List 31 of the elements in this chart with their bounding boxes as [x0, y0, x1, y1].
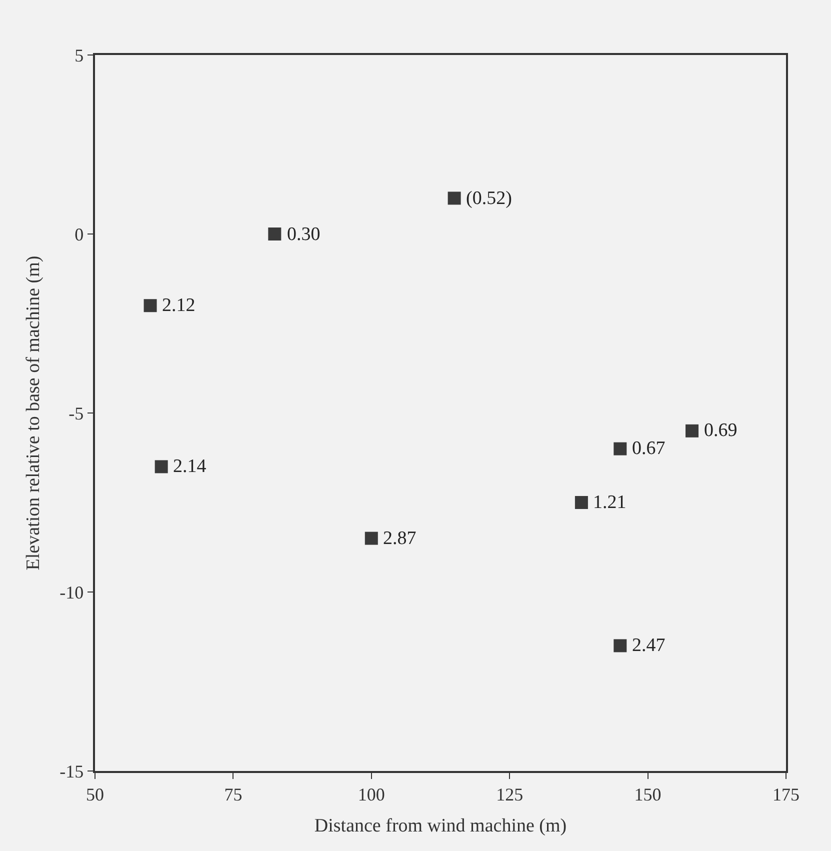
annotation: 0.30: [287, 224, 320, 245]
y-tick-label: -10: [60, 582, 84, 602]
point: [268, 228, 282, 240]
y-axis-title: Elevation relative to base of machine (m): [23, 256, 44, 570]
annotation: 0.69: [704, 420, 738, 441]
annotation: 2.47: [632, 635, 666, 656]
annotation: 2.14: [173, 456, 207, 477]
y-tick-label: 0: [74, 224, 84, 244]
annotation: 2.12: [162, 295, 196, 316]
point: [574, 496, 588, 509]
annotation: (0.52): [466, 188, 512, 209]
annotation: 0.67: [632, 438, 666, 459]
point: [614, 442, 627, 456]
x-tick-label: 125: [496, 784, 524, 804]
x-axis-title: Distance from wind machine (m): [314, 816, 567, 837]
y-tick-label: 5: [74, 45, 84, 66]
y-tick-label: -15: [60, 761, 84, 782]
annotation: 1.21: [593, 492, 626, 513]
point: [614, 639, 627, 652]
x-tick-label: 150: [634, 784, 662, 804]
x-tick-label: 100: [358, 784, 385, 804]
y-tick-label: -5: [68, 403, 84, 424]
x-tick-label: 175: [772, 784, 800, 804]
point: [686, 424, 699, 438]
x-tick-label: 50: [86, 784, 104, 804]
point: [364, 532, 378, 545]
point: [448, 192, 461, 205]
point: [154, 460, 168, 474]
annotation: 2.87: [383, 528, 416, 549]
point: [144, 299, 157, 312]
x-tick-label: 75: [224, 784, 242, 804]
